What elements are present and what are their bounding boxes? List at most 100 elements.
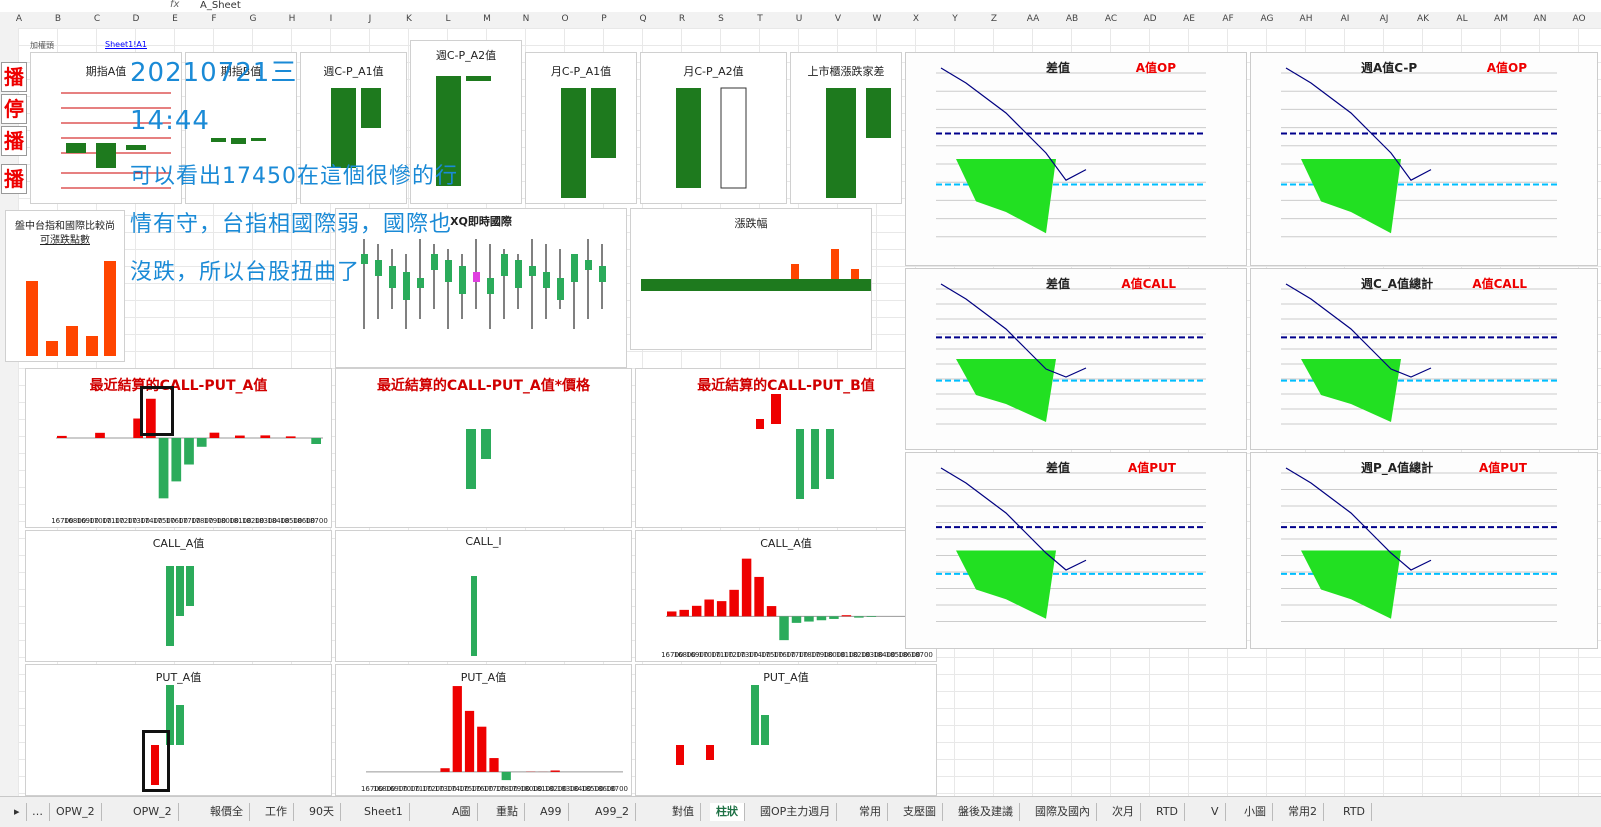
panel-title: 漲跌幅 [631,215,871,231]
bar [311,438,321,444]
column-header-g[interactable]: G [238,14,268,24]
tab-10[interactable]: 對值 [666,803,701,821]
stop-button[interactable]: 停 [1,94,27,124]
tab-12[interactable]: 國OP主力週月 [754,803,837,821]
name-box[interactable] [2,0,62,11]
tab-11[interactable]: 柱狀 [710,803,745,821]
bar [854,616,863,617]
tab-17[interactable]: 次月 [1106,803,1141,821]
column-header-l[interactable]: L [433,14,463,24]
column-header-k[interactable]: K [394,14,424,24]
column-header-r[interactable]: R [667,14,697,24]
column-header-f[interactable]: F [199,14,229,24]
column-header-y[interactable]: Y [940,14,970,24]
tab-0[interactable]: OPW_2 [50,803,102,821]
play-button-3[interactable]: 播 [1,164,27,194]
tick-label: 18700 [606,785,628,793]
trend-title: 差值 [1046,59,1070,76]
column-header-q[interactable]: Q [628,14,658,24]
column-header-c[interactable]: C [82,14,112,24]
column-header-b[interactable]: B [43,14,73,24]
tab-13[interactable]: 常用 [853,803,888,821]
column-header-ag[interactable]: AG [1252,14,1282,24]
tab-16[interactable]: 國際及國內 [1029,803,1097,821]
column-header-p[interactable]: P [589,14,619,24]
trend-title: 週C_A值總計 [1361,275,1433,292]
tab-9[interactable]: A99_2 [589,803,636,821]
column-header-ac[interactable]: AC [1096,14,1126,24]
column-header-t[interactable]: T [745,14,775,24]
column-header-u[interactable]: U [784,14,814,24]
formula-value[interactable]: A_Sheet [200,0,241,11]
play-button[interactable]: 播 [1,62,27,92]
tab-2[interactable]: 報價全 [204,803,250,821]
tab-4[interactable]: 90天 [303,803,341,821]
chart-title: CALL_A值 [26,535,331,551]
column-header-al[interactable]: AL [1447,14,1477,24]
column-header-h[interactable]: H [277,14,307,24]
tab-22[interactable]: RTD [1337,803,1372,821]
column-header-o[interactable]: O [550,14,580,24]
candle-body [459,266,466,294]
month-cp-a1-panel: 月C-P_A1值 [525,52,637,204]
column-header-v[interactable]: V [823,14,853,24]
note-line-5: 沒跌，所以台股扭曲了 [130,256,360,290]
column-header-am[interactable]: AM [1486,14,1516,24]
column-header-ah[interactable]: AH [1291,14,1321,24]
highlight-box-2 [142,730,170,792]
tab-more-icon[interactable]: … [26,803,50,821]
tab-15[interactable]: 盤後及建議 [952,803,1020,821]
tab-18[interactable]: RTD [1150,803,1185,821]
recent-cp-b-panel: 最近結算的CALL-PUT_B值 [635,368,937,528]
tab-21[interactable]: 常用2 [1282,803,1324,821]
column-header-aj[interactable]: AJ [1369,14,1399,24]
tab-6[interactable]: A圖 [446,803,478,821]
trend-title: 差值 [1046,275,1070,292]
candle-body [361,254,368,264]
tab-14[interactable]: 支壓圖 [897,803,943,821]
highlight-box [140,386,174,436]
play-button-2[interactable]: 播 [1,126,27,156]
bar [692,606,701,617]
tab-20[interactable]: 小圖 [1238,803,1273,821]
column-header-d[interactable]: D [121,14,151,24]
column-header-e[interactable]: E [160,14,190,24]
column-header-ad[interactable]: AD [1135,14,1165,24]
trend-tag: A值PUT [1479,459,1527,476]
tab-8[interactable]: A99 [534,803,569,821]
bar [95,433,105,438]
column-header-z[interactable]: Z [979,14,1009,24]
column-header-a[interactable]: A [4,14,34,24]
column-header-ao[interactable]: AO [1564,14,1594,24]
tab-19[interactable]: V [1205,803,1226,821]
candle-body [417,278,424,288]
candle-body [389,266,396,288]
column-header-x[interactable]: X [901,14,931,24]
bar [817,616,826,620]
tab-scroll-right-icon[interactable]: ▸ [8,803,27,821]
column-header-aa[interactable]: AA [1018,14,1048,24]
tab-5[interactable]: Sheet1 [358,803,410,821]
sheet-link[interactable]: Sheet1!A1 [105,40,147,49]
column-header-n[interactable]: N [511,14,541,24]
column-header-s[interactable]: S [706,14,736,24]
column-header-an[interactable]: AN [1525,14,1555,24]
column-header-w[interactable]: W [862,14,892,24]
column-header-ai[interactable]: AI [1330,14,1360,24]
tab-1[interactable]: OPW_2 [127,803,179,821]
bar [667,611,676,616]
column-header-i[interactable]: I [316,14,346,24]
candle-body [515,260,522,288]
tick-label: 18700 [911,651,933,659]
tab-7[interactable]: 重點 [490,803,525,821]
tab-3[interactable]: 工作 [259,803,294,821]
column-header-ab[interactable]: AB [1057,14,1087,24]
column-header-j[interactable]: J [355,14,385,24]
column-header-af[interactable]: AF [1213,14,1243,24]
fx-icon[interactable]: fx [170,0,179,10]
column-header-ae[interactable]: AE [1174,14,1204,24]
column-header-m[interactable]: M [472,14,502,24]
note-time: 14:44 [130,104,210,138]
column-header-ak[interactable]: AK [1408,14,1438,24]
